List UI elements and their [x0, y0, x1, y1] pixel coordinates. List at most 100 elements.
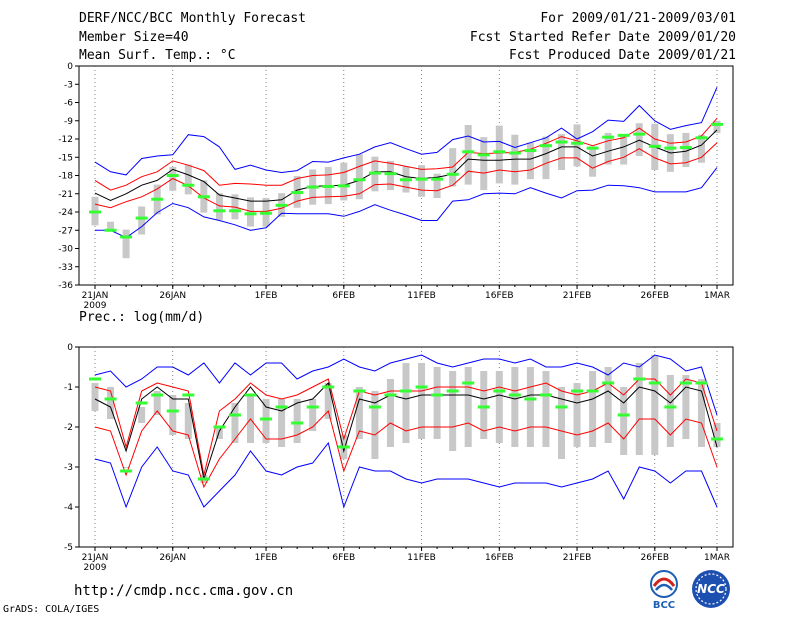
y-tick-label: -2 — [64, 423, 73, 433]
spread-box — [122, 467, 130, 468]
y-tick-label: -6 — [64, 99, 73, 109]
temperature-panel: 0-3-6-9-12-15-18-21-24-27-30-33-3621JAN2… — [58, 62, 734, 311]
spread-box — [433, 367, 441, 439]
spread-box — [107, 387, 115, 419]
spread-box — [713, 423, 721, 447]
chart-title: DERF/NCC/BCC Monthly Forecast — [79, 11, 306, 26]
x-tick-label: 1MAR — [704, 553, 730, 563]
obs-marker — [431, 177, 444, 181]
min-line — [94, 441, 718, 509]
obs-marker — [571, 141, 584, 145]
y-tick-label: 0 — [67, 62, 73, 72]
spread-box — [464, 125, 472, 185]
lower-line — [94, 410, 718, 489]
y-tick-label: -24 — [58, 208, 73, 218]
spread-box — [713, 120, 721, 133]
lower-line — [94, 142, 718, 212]
x-tick-label: 11FEB — [407, 553, 436, 563]
obs-marker — [524, 397, 537, 401]
spread-box — [620, 134, 628, 165]
max-line — [94, 354, 718, 416]
obs-marker — [337, 184, 350, 188]
y-tick-label: -18 — [58, 172, 73, 182]
obs-marker — [539, 144, 552, 148]
spread-box — [620, 387, 628, 455]
obs-marker — [244, 212, 257, 216]
source-url[interactable]: http://cmdp.ncc.cma.gov.cn — [74, 583, 294, 599]
x-tick-label: 11FEB — [407, 291, 436, 301]
spread-box — [278, 399, 286, 447]
spread-box — [558, 134, 565, 171]
x-tick-label: 1FEB — [255, 291, 278, 301]
obs-marker — [415, 385, 428, 389]
obs-marker — [306, 405, 319, 409]
obs-marker — [695, 136, 708, 140]
obs-marker — [228, 413, 241, 417]
obs-marker — [664, 146, 677, 150]
upper-line — [94, 117, 718, 191]
spread-box — [511, 367, 519, 447]
obs-marker — [508, 393, 521, 397]
spread-box — [697, 134, 705, 163]
obs-marker — [633, 132, 646, 136]
spread-box — [433, 173, 441, 199]
spread-box — [355, 387, 363, 439]
spread-box — [635, 363, 643, 455]
bcc-logo-text: BCC — [653, 600, 675, 610]
y-tick-label: -27 — [58, 226, 73, 236]
member-size-label: Member Size=40 — [79, 30, 189, 45]
obs-marker — [602, 135, 615, 139]
obs-marker — [602, 381, 615, 385]
spread-box — [402, 363, 410, 443]
spread-box — [122, 229, 130, 259]
obs-marker — [120, 235, 133, 239]
obs-marker — [400, 178, 412, 182]
x-tick-label: 6FEB — [332, 291, 355, 301]
spread-box — [573, 124, 581, 167]
obs-marker — [322, 385, 335, 389]
spread-box — [215, 193, 223, 220]
obs-marker — [104, 397, 117, 401]
obs-marker — [353, 178, 366, 182]
obs-marker — [679, 146, 692, 150]
spread-box — [138, 407, 146, 423]
precipitation-title: Prec.: log(mm/d) — [79, 310, 205, 325]
obs-marker — [260, 211, 273, 215]
spread-box — [138, 206, 146, 235]
x-tick-label: 16FEB — [485, 291, 514, 301]
x-tick-label: 21JAN — [82, 291, 109, 301]
obs-marker — [260, 417, 273, 421]
obs-marker — [368, 405, 381, 409]
obs-marker — [431, 393, 444, 397]
obs-marker — [617, 413, 630, 417]
spread-box — [542, 136, 550, 180]
obs-marker — [104, 228, 117, 232]
obs-marker — [291, 191, 304, 195]
y-tick-label: 0 — [67, 343, 73, 353]
spread-box — [231, 403, 239, 443]
spread-box — [495, 125, 503, 184]
obs-marker — [166, 174, 179, 177]
y-tick-label: -3 — [64, 463, 73, 473]
obs-marker — [213, 425, 226, 429]
obs-marker — [539, 393, 552, 397]
grads-credit: GrADS: COLA/IGES — [3, 604, 100, 615]
y-tick-label: -1 — [64, 383, 73, 393]
obs-marker — [322, 184, 335, 188]
obs-marker — [711, 437, 723, 441]
spread-box — [107, 221, 115, 232]
x-tick-label: 1MAR — [704, 291, 730, 301]
obs-marker — [151, 197, 164, 201]
spread-box — [418, 363, 426, 439]
spread-box — [604, 367, 612, 443]
y-tick-label: -15 — [58, 153, 73, 163]
y-tick-label: -36 — [58, 281, 73, 291]
y-tick-label: -30 — [58, 245, 73, 255]
spread-box — [355, 154, 363, 200]
x-tick-label: 21JAN — [82, 553, 109, 563]
spread-box — [589, 371, 597, 447]
spread-box — [511, 134, 519, 185]
spread-box — [215, 427, 223, 439]
obs-marker — [555, 405, 568, 409]
obs-marker — [400, 389, 412, 393]
